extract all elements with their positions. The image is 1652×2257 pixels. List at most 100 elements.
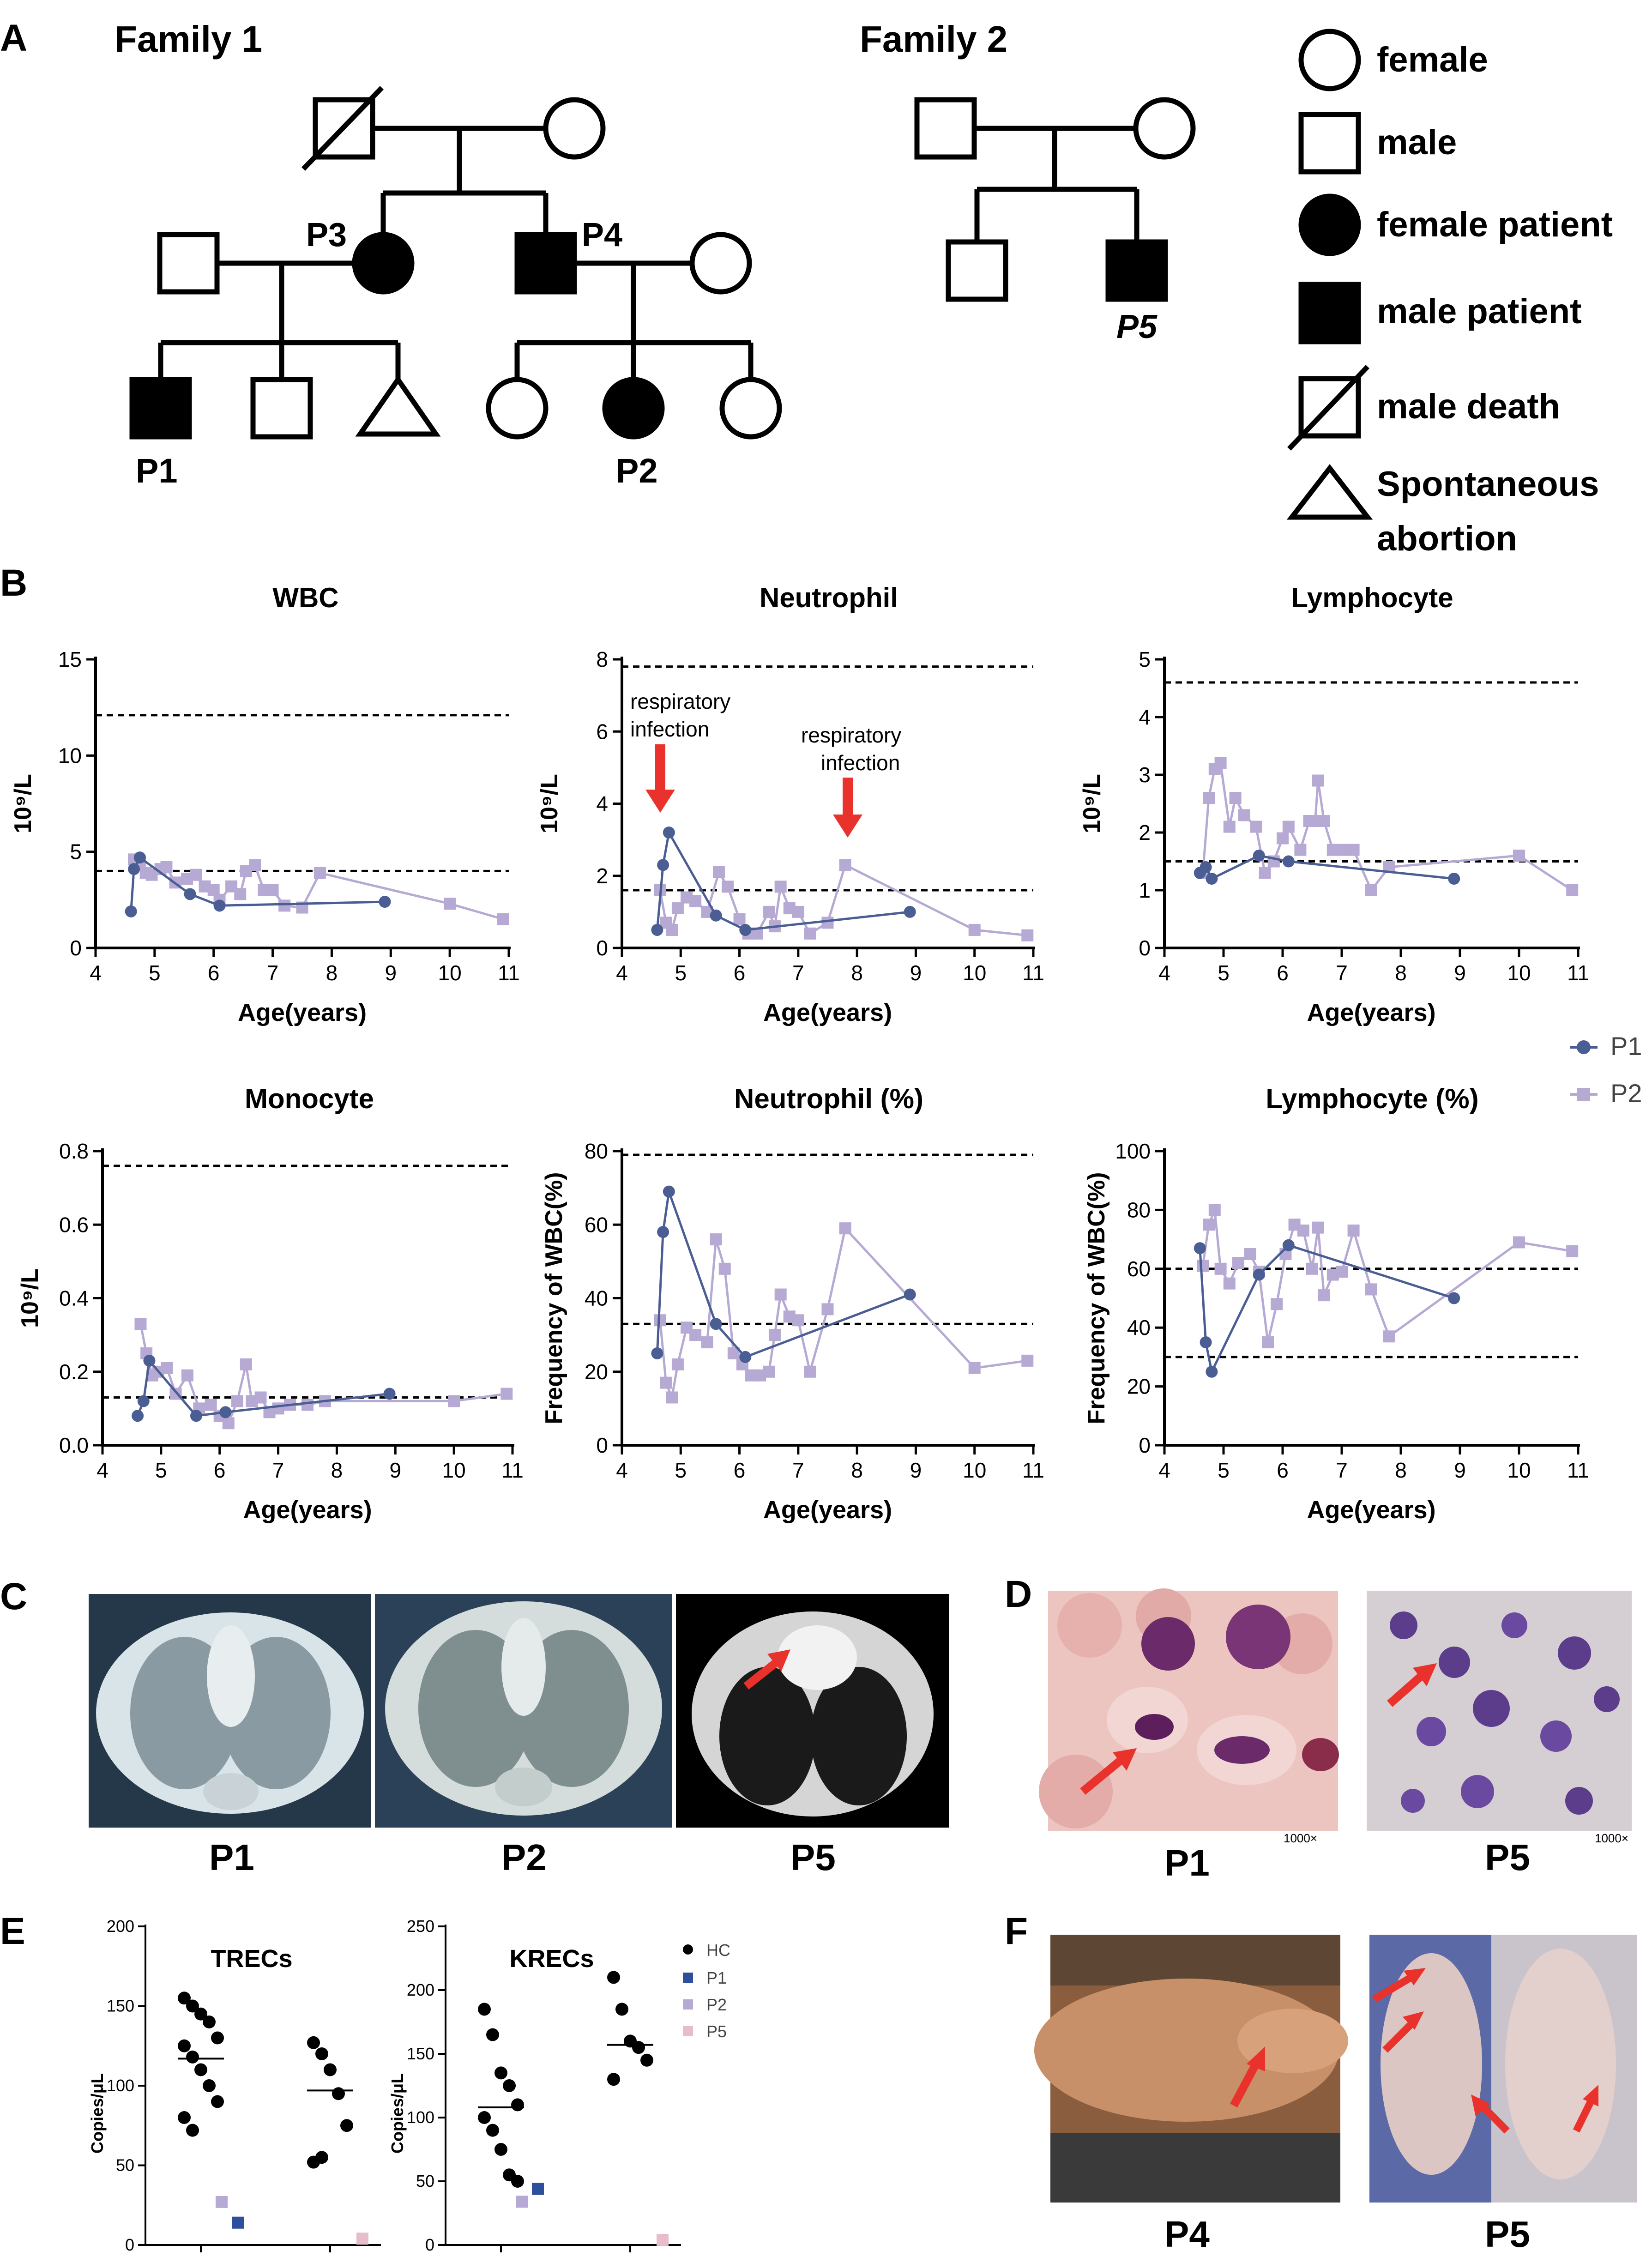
data-point-p2: [1318, 1289, 1330, 1302]
data-point-hc: [511, 2175, 524, 2188]
legend-label-p2: P2: [1610, 1079, 1642, 1108]
y-tick-label: 8: [596, 647, 608, 671]
y-tick-label: 0: [425, 2235, 434, 2254]
rbc: [1039, 1755, 1113, 1829]
female-patient-symbol-p2: [602, 377, 665, 440]
panel-e-legend: HC P1 P2 P5: [683, 1941, 730, 2041]
x-tick-label: 10: [438, 961, 462, 985]
data-point-p2: [1277, 832, 1289, 845]
data-point-p2: [768, 1329, 781, 1341]
data-point-p2: [205, 1399, 217, 1411]
data-point-p2: [1238, 809, 1250, 821]
y-tick-label: 100: [107, 2076, 134, 2095]
x-tick-label: 8: [851, 1458, 863, 1482]
family1-title: Family 1: [115, 18, 262, 60]
ct-lung-left: [811, 1667, 907, 1805]
x-tick-label: 5: [675, 1458, 687, 1482]
data-point-p2: [301, 1399, 314, 1411]
y-tick-label: 250: [407, 1917, 434, 1936]
arrow-head: [833, 815, 862, 838]
data-point-p2: [1203, 1219, 1215, 1231]
photo-label-p4: P4: [1164, 2214, 1210, 2255]
x-tick-label: 8: [1395, 1458, 1407, 1482]
x-axis-label: Age(years): [238, 999, 367, 1026]
data-point-p2: [1336, 1266, 1348, 1278]
data-point-p2: [763, 1365, 775, 1378]
x-tick-label: 4: [616, 1458, 628, 1482]
data-point-p2: [804, 927, 816, 940]
label-p2: P2: [616, 452, 658, 490]
data-point-p1: [1253, 1268, 1265, 1281]
data-point-hc: [203, 2079, 216, 2092]
data-point-hc: [607, 1971, 620, 1984]
panel-label-f: F: [1005, 1910, 1028, 1952]
data-point-hc: [324, 2063, 337, 2076]
data-point-p2: [1262, 1336, 1274, 1349]
data-point-p2: [1271, 1298, 1283, 1310]
data-point-p2: [1312, 1221, 1324, 1234]
data-point-p2: [821, 1303, 834, 1316]
cell: [1473, 1690, 1510, 1727]
hand-right: [1505, 1949, 1616, 2179]
data-point-p2: [134, 1318, 147, 1330]
x-axis-label: Age(years): [243, 1496, 372, 1524]
photo-arrows-p5: [1372, 1968, 1598, 2134]
y-tick-label: 15: [58, 647, 82, 671]
y-tick-label: 40: [1127, 1316, 1151, 1340]
x-tick-label: 5: [1218, 961, 1230, 985]
data-point-p1: [710, 909, 722, 922]
data-point-p1: [1448, 1292, 1460, 1304]
annotation-infection-2: infection: [821, 751, 900, 775]
data-point-p2: [671, 1358, 684, 1370]
x-tick-label: 6: [214, 1458, 226, 1482]
data-point-hc: [186, 2050, 199, 2064]
panel-e: E TRECs 0 50 100 150 200 Copies/μL KRECs 0 50 100…: [0, 1910, 730, 2254]
male-patient-symbol-p4: [514, 232, 577, 295]
x-axis-label: Age(years): [1307, 1496, 1435, 1524]
data-point-p2: [240, 1358, 252, 1370]
legend-death-slash: [1287, 365, 1369, 451]
panel-d: D: [1005, 1573, 1632, 1883]
series-line-p1: [130, 856, 385, 911]
female-symbol-sibling-1: [486, 377, 549, 440]
chart-title: Neutrophil: [760, 582, 898, 613]
data-point-p2: [1229, 792, 1242, 804]
ct-image-p1: [89, 1594, 371, 1828]
female-symbol-f2-mother: [1133, 97, 1196, 160]
y-tick-label: 50: [416, 2172, 434, 2191]
data-point-hc: [194, 2063, 207, 2076]
data-point-p1: [904, 1288, 916, 1301]
legend-male-label: male: [1377, 123, 1457, 162]
nucleus: [1141, 1617, 1195, 1671]
x-tick-label: 8: [326, 961, 338, 985]
smear-label-p1: P1: [1164, 1842, 1210, 1883]
data-point-p2: [1318, 815, 1330, 827]
data-point-p1: [1206, 1365, 1218, 1378]
legend-label-p5: P5: [706, 2022, 727, 2041]
legend-marker-p1: [1577, 1040, 1591, 1054]
arrow-shaft: [743, 1658, 780, 1690]
data-point-p2: [160, 861, 173, 873]
y-tick-label: 80: [585, 1139, 608, 1163]
y-tick-label: 50: [116, 2156, 134, 2175]
legend-abortion-label-1: Spontaneous: [1377, 465, 1599, 504]
x-tick-label: 7: [1336, 961, 1348, 985]
x-tick-label: 10: [442, 1458, 466, 1482]
legend-female-patient-symbol: [1298, 193, 1361, 256]
legend-male-patient-label: male patient: [1377, 292, 1581, 331]
data-point-p2: [1223, 1277, 1236, 1290]
data-point-hc: [186, 2124, 199, 2137]
data-point-p2: [792, 905, 804, 918]
data-point-hc: [315, 2047, 328, 2060]
data-point-p2: [1297, 1224, 1309, 1237]
data-point-p2: [701, 1336, 713, 1349]
data-point-p2: [1365, 884, 1377, 896]
y-axis-label: Copies/μL: [88, 2073, 107, 2154]
data-point-p2: [689, 1329, 702, 1341]
smear-arrow-p1: [1080, 1748, 1137, 1795]
series-line-p1: [656, 829, 910, 931]
x-tick-label: 11: [1022, 961, 1044, 985]
data-point-p2: [222, 1417, 235, 1430]
data-point-p2: [839, 859, 851, 871]
smear-label-p5: P5: [1485, 1837, 1530, 1878]
